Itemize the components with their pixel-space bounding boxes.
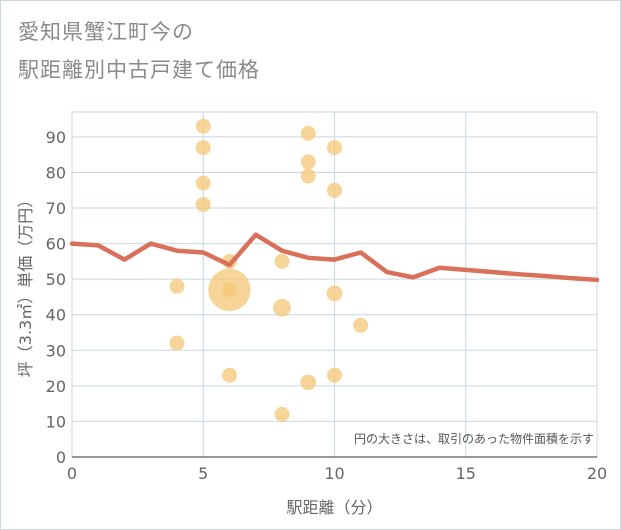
y-tick-label: 0	[56, 448, 66, 467]
data-point	[222, 282, 237, 298]
data-point	[300, 374, 317, 391]
y-tick-label: 50	[46, 270, 66, 289]
data-point	[195, 196, 211, 212]
y-axis-label: 坪（3.3㎡）単価（万円）	[16, 192, 35, 377]
data-point	[222, 367, 237, 383]
y-tick-label: 80	[46, 163, 66, 182]
x-tick-label: 15	[456, 464, 476, 483]
chart-title-line1: 愛知県蟹江町今の	[18, 20, 194, 44]
x-axis-label: 駅距離（分）	[286, 498, 382, 517]
data-point	[327, 182, 342, 198]
y-tick-label: 20	[46, 377, 66, 396]
x-tick-label: 0	[67, 464, 77, 483]
x-tick-label: 5	[198, 464, 208, 483]
y-tick-label: 40	[46, 306, 66, 325]
data-point	[326, 285, 343, 302]
data-point	[353, 317, 369, 333]
data-point	[273, 298, 291, 317]
data-point	[300, 168, 316, 184]
scatter-points	[169, 118, 369, 422]
y-tick-label: 90	[46, 128, 66, 147]
size-legend-note: 円の大きさは、取引のあった物件面積を示す	[354, 431, 594, 446]
y-tick-label: 70	[46, 199, 66, 218]
data-point	[300, 154, 316, 170]
y-tick-label: 10	[46, 412, 66, 431]
data-point	[300, 125, 316, 141]
data-point	[274, 253, 290, 269]
data-point	[327, 140, 342, 156]
data-point	[169, 278, 185, 294]
average-line	[69, 232, 600, 283]
data-point	[274, 406, 290, 422]
data-point	[195, 175, 211, 191]
chart-title-line2: 駅距離別中古戸建て価格	[18, 58, 260, 82]
data-point	[327, 367, 342, 383]
data-point	[195, 118, 211, 134]
average-price-line	[69, 232, 600, 283]
x-tick-label: 20	[587, 464, 607, 483]
data-point	[169, 335, 185, 351]
grid-lines	[71, 111, 598, 458]
axis-ticks: 0 10 20 30 40 50 60 70 80 90 0 5 10 15 20	[46, 128, 608, 483]
x-tick-label: 10	[324, 464, 344, 483]
y-tick-label: 60	[46, 235, 66, 254]
data-point	[195, 140, 211, 156]
y-tick-label: 30	[46, 341, 66, 360]
